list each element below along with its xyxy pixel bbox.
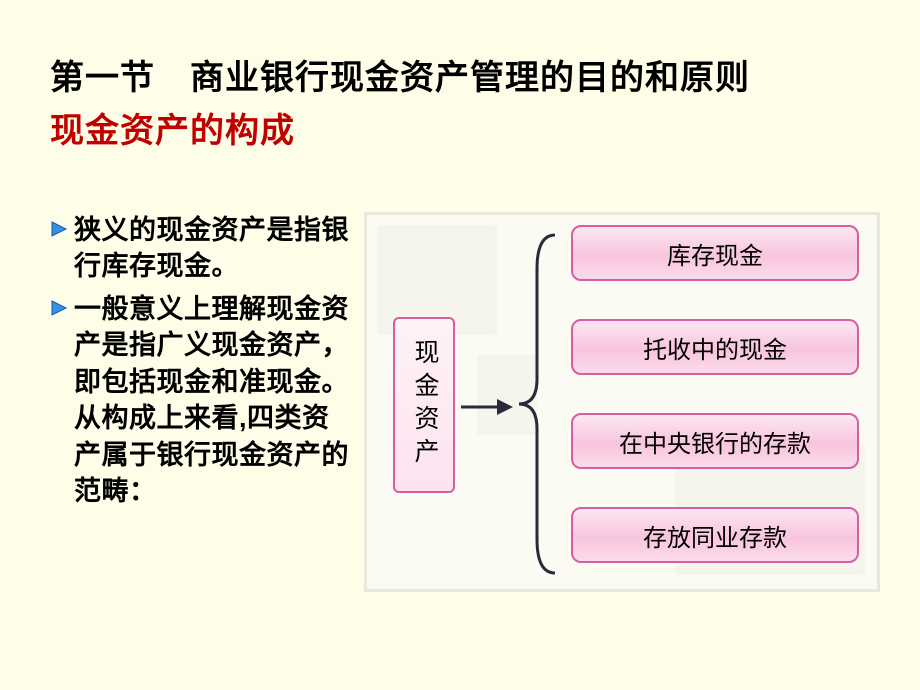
arrow-right-icon — [459, 397, 513, 417]
diagram-panel: 现金资产 库存现金 托收中的现金 在中央银行的存款 存放同业存款 — [364, 212, 880, 592]
list-item: 狭义的现金资产是指银行库存现金。 — [50, 212, 352, 285]
arrow-icon — [50, 299, 68, 317]
section-title-line1: 第一节 商业银行现金资产管理的目的和原则 — [50, 50, 880, 99]
brace-icon — [515, 229, 559, 579]
source-node: 现金资产 — [393, 317, 455, 493]
source-node-label: 现金资产 — [406, 339, 442, 471]
bullet-text: 狭义的现金资产是指银行库存现金。 — [74, 212, 352, 285]
leaf-node: 库存现金 — [571, 225, 859, 281]
bullet-list: 狭义的现金资产是指银行库存现金。 一般意义上理解现金资产是指广义现金资产，即包括… — [50, 212, 360, 516]
section-title-line2: 现金资产的构成 — [50, 103, 880, 152]
slide: 第一节 商业银行现金资产管理的目的和原则 现金资产的构成 狭义的现金资产是指银行… — [0, 0, 920, 690]
leaf-column: 库存现金 托收中的现金 在中央银行的存款 存放同业存款 — [571, 225, 859, 563]
arrow-icon — [50, 220, 68, 238]
content-row: 狭义的现金资产是指银行库存现金。 一般意义上理解现金资产是指广义现金资产，即包括… — [50, 212, 880, 592]
bullet-text: 一般意义上理解现金资产是指广义现金资产，即包括现金和准现金。从构成上来看,四类资… — [74, 291, 352, 510]
leaf-node: 托收中的现金 — [571, 319, 859, 375]
leaf-node: 在中央银行的存款 — [571, 413, 859, 469]
list-item: 一般意义上理解现金资产是指广义现金资产，即包括现金和准现金。从构成上来看,四类资… — [50, 291, 352, 510]
leaf-node: 存放同业存款 — [571, 507, 859, 563]
